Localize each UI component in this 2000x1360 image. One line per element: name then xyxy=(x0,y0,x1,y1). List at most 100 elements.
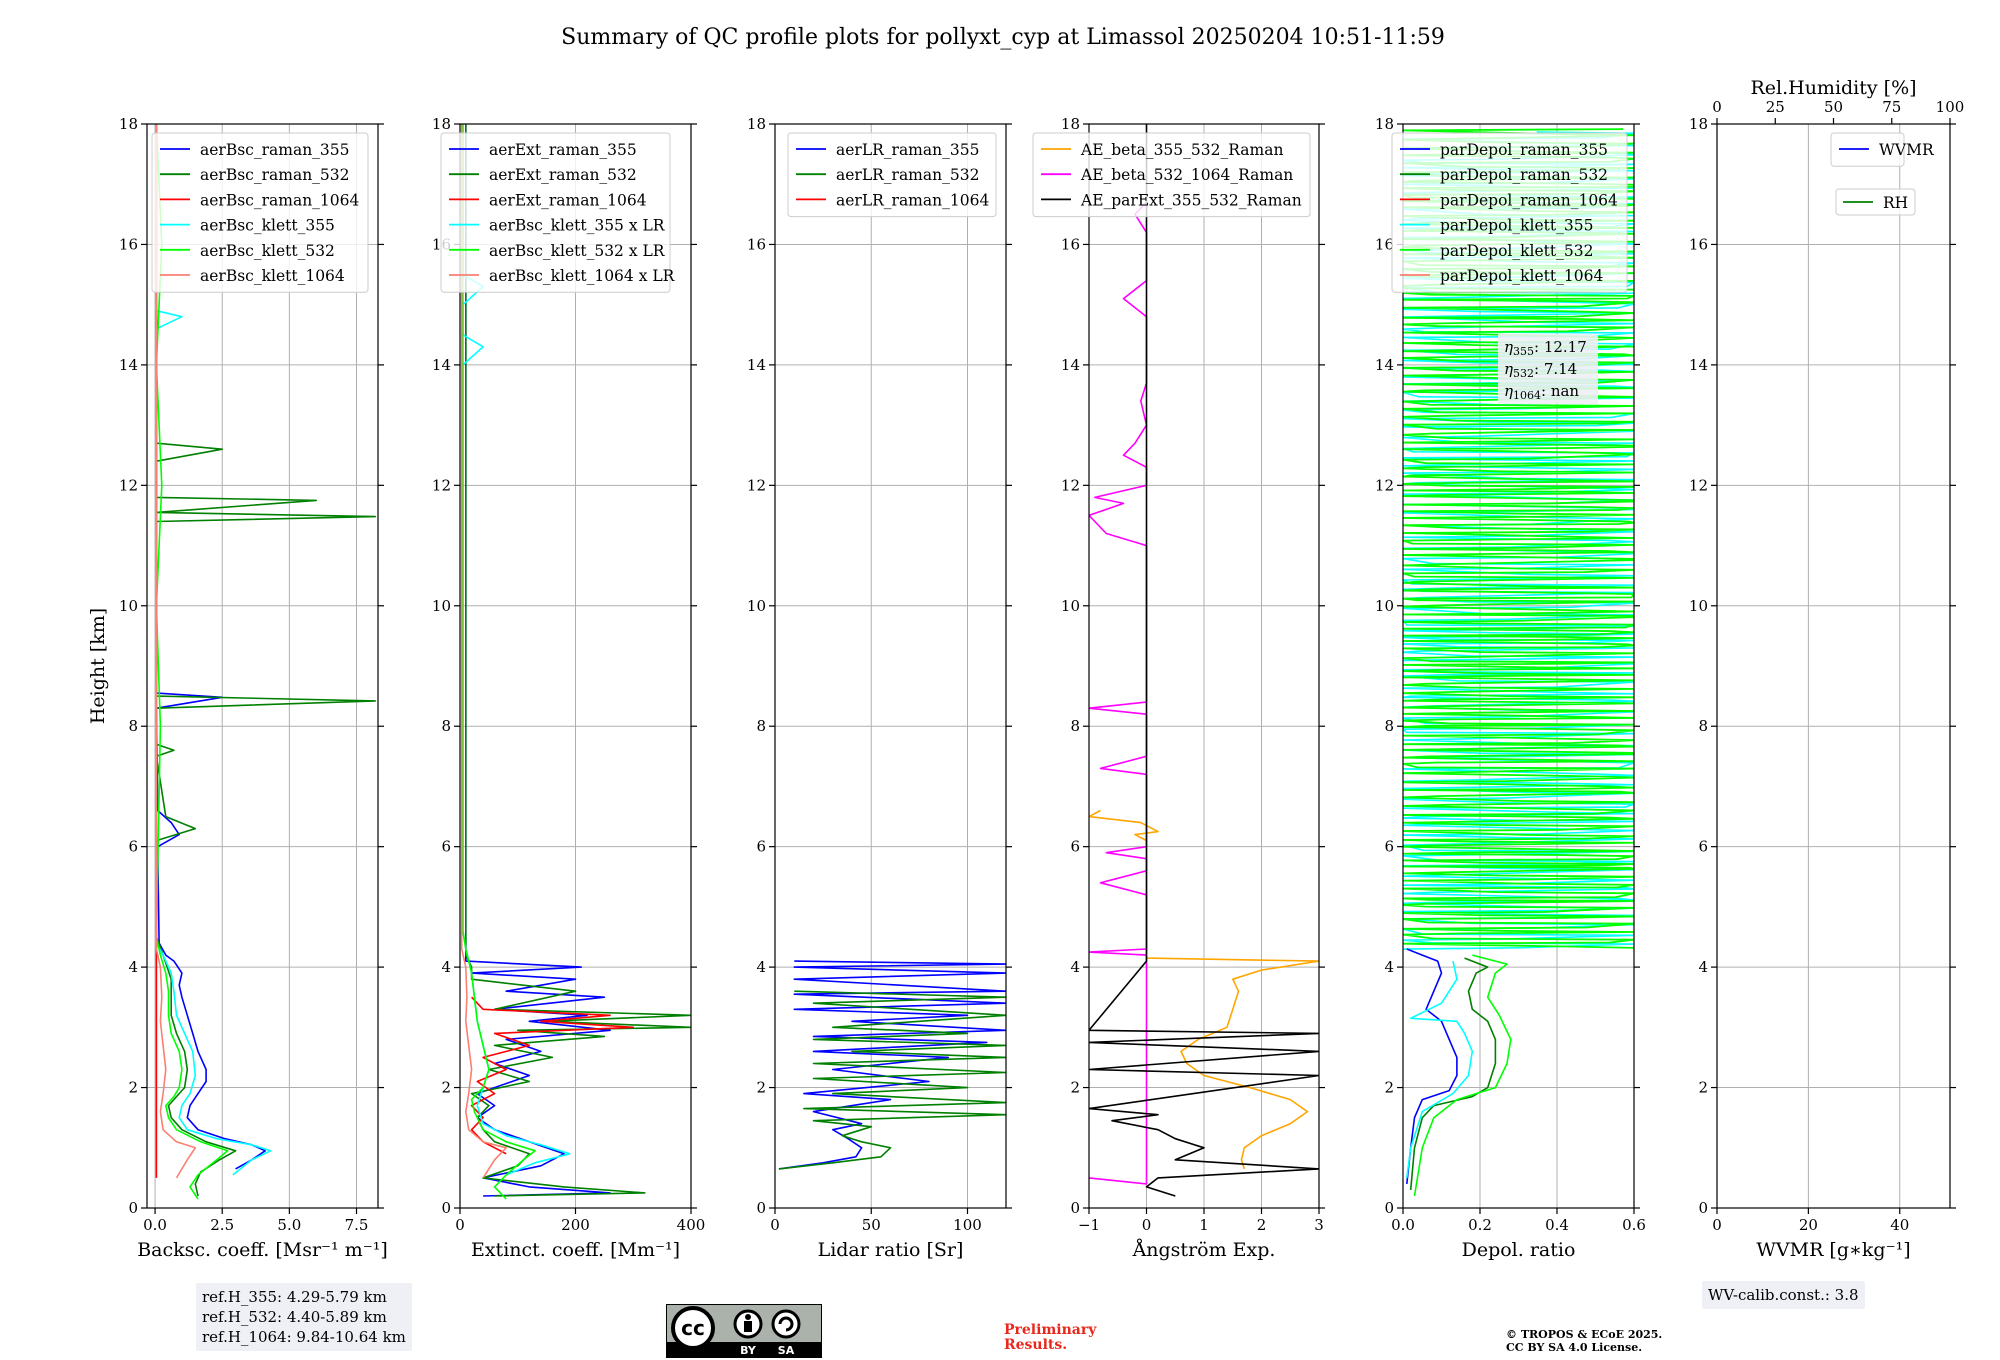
y-tick-label: 10 xyxy=(1689,597,1708,615)
eta-symbol: η xyxy=(1504,382,1513,400)
legend-entry: aerBsc_klett_532 x LR xyxy=(489,242,666,260)
legend-entry: aerLR_raman_532 xyxy=(836,166,979,184)
x-axis-label: Ångström Exp. xyxy=(1132,1239,1276,1261)
y-tick-label: 6 xyxy=(756,838,766,856)
axes-frame xyxy=(774,123,1007,1209)
legend-entry: parDepol_klett_532 xyxy=(1440,242,1593,260)
series-line-AE_parExt_355_532_Raman xyxy=(1089,124,1319,1197)
legend-entry: aerExt_raman_355 xyxy=(489,141,637,159)
legend-entry: aerLR_raman_355 xyxy=(836,141,979,159)
top-x-tick-label: 25 xyxy=(1766,98,1785,116)
panel-p1: 0 2 4 6 8 10 12 14 16 18 0.0 2.5 5.0 7.5 Backsc. coeff… xyxy=(87,115,388,1261)
series-line-parDepol_klett_355 xyxy=(1406,960,1474,1179)
x-axis-label: Backsc. coeff. [Msr⁻¹ m⁻¹] xyxy=(137,1239,388,1261)
x-tick-label: 0 xyxy=(1712,1216,1722,1234)
y-tick-label: 16 xyxy=(119,235,138,253)
y-tick-label: 12 xyxy=(1061,476,1080,494)
wv-calibration-box: WV-calib.const.: 3.8 xyxy=(1702,1281,1865,1309)
x-tick-label: 50 xyxy=(862,1216,881,1234)
eta-value: : nan xyxy=(1541,382,1579,400)
y-tick-label: 2 xyxy=(1070,1079,1080,1097)
x-tick-label: 40 xyxy=(1890,1216,1909,1234)
eta-symbol: η xyxy=(1504,360,1513,378)
eta-symbol: η xyxy=(1504,338,1513,356)
cc-by-label: BY xyxy=(740,1344,757,1357)
ref-height-532: ref.H_532: 4.40-5.89 km xyxy=(202,1308,387,1326)
legend-entry: aerLR_raman_1064 xyxy=(836,191,989,209)
cc-icon xyxy=(671,1306,715,1350)
y-tick-label: 4 xyxy=(1698,958,1708,976)
legend-entry: parDepol_raman_532 xyxy=(1440,166,1608,184)
x-tick-label: 200 xyxy=(561,1216,590,1234)
x-tick-label: 400 xyxy=(677,1216,706,1234)
y-tick-label: 8 xyxy=(1698,717,1708,735)
y-tick-label: 0 xyxy=(1384,1199,1394,1217)
y-tick-label: 8 xyxy=(128,717,138,735)
y-tick-label: 12 xyxy=(1689,476,1708,494)
y-tick-label: 14 xyxy=(1375,356,1394,374)
legend-entry: aerExt_raman_1064 xyxy=(489,191,647,209)
legend-entry: parDepol_raman_355 xyxy=(1440,141,1608,159)
x-tick-label: 0.6 xyxy=(1622,1216,1646,1234)
y-tick-label: 16 xyxy=(1375,235,1394,253)
y-tick-label: 0 xyxy=(128,1199,138,1217)
legend-box xyxy=(151,132,369,293)
legend-entry: aerBsc_klett_1064 xyxy=(200,267,345,285)
y-tick-label: 2 xyxy=(756,1079,766,1097)
legend-entry: aerBsc_raman_532 xyxy=(200,166,350,184)
x-tick-label: 100 xyxy=(953,1216,982,1234)
y-tick-label: 4 xyxy=(1070,958,1080,976)
y-tick-label: 16 xyxy=(747,235,766,253)
y-tick-label: 6 xyxy=(128,838,138,856)
series-line-aerExt_raman_355 xyxy=(465,124,611,1197)
figure-title: Summary of QC profile plots for pollyxt_… xyxy=(561,25,1445,50)
y-tick-label: 0 xyxy=(1698,1199,1708,1217)
x-tick-label: 5.0 xyxy=(277,1216,301,1234)
series-line-AE_beta_532_1064_Raman xyxy=(1089,201,1148,1185)
eta-annotation-box xyxy=(1498,334,1598,404)
legend-entry: AE_parExt_355_532_Raman xyxy=(1080,191,1302,209)
y-tick-label: 4 xyxy=(128,958,138,976)
eta-annotation-line: η355: 12.17 xyxy=(1504,338,1587,358)
series-line-aerLR_raman_532 xyxy=(778,990,1006,1170)
preliminary-line-1: Preliminary xyxy=(1004,1322,1097,1338)
series-line-aerBsc_klett_1064 xyxy=(155,124,197,1179)
y-tick-label: 10 xyxy=(119,597,138,615)
x-tick-label: 0.2 xyxy=(1468,1216,1492,1234)
top-x-tick-label: 75 xyxy=(1882,98,1901,116)
series-line-aerExt_raman_1064 xyxy=(470,996,635,1155)
x-tick-label: 0.4 xyxy=(1545,1216,1569,1234)
legend2-entry: RH xyxy=(1883,194,1908,212)
panel-p2: 0246810121416180200400Extinct. coeff. [M… xyxy=(432,115,705,1261)
y-tick-label: 12 xyxy=(1375,476,1394,494)
x-tick-label: 2.5 xyxy=(210,1216,234,1234)
series-group xyxy=(1089,124,1319,1197)
x-axis-label: Depol. ratio xyxy=(1462,1239,1576,1261)
y-tick-label: 18 xyxy=(747,115,766,133)
x-tick-label: 20 xyxy=(1799,1216,1818,1234)
eta-value: : 12.17 xyxy=(1534,338,1587,356)
x-tick-label: 0 xyxy=(455,1216,465,1234)
panel-p5: 0 2 4 6 8 10 12 14 16 18 0.0 0.2 0.4 0.6 Depol. ratio p… xyxy=(1375,115,1646,1261)
reference-height-box: ref.H_355: 4.29-5.79 km ref.H_532: 4.40-… xyxy=(196,1283,412,1351)
y-tick-label: 18 xyxy=(1375,115,1394,133)
x-tick-label: 1 xyxy=(1199,1216,1209,1234)
y-tick-label: 16 xyxy=(1061,235,1080,253)
x-axis-label: WVMR [g∗kg⁻¹] xyxy=(1756,1239,1910,1261)
cc-sa-label: SA xyxy=(778,1344,795,1357)
sa-share-alike-icon xyxy=(771,1309,801,1339)
axes-frame xyxy=(146,123,379,1209)
eta-annotation-line: η532: 7.14 xyxy=(1504,360,1577,380)
x-tick-label: 0.0 xyxy=(143,1216,167,1234)
legend-entry: parDepol_klett_355 xyxy=(1440,217,1593,235)
x-tick-label: 0.0 xyxy=(1391,1216,1415,1234)
y-tick-label: 12 xyxy=(432,476,451,494)
legend-entry: aerBsc_raman_355 xyxy=(200,141,350,159)
y-tick-label: 14 xyxy=(747,356,766,374)
y-tick-label: 0 xyxy=(756,1199,766,1217)
preliminary-results-note: Preliminary Results. xyxy=(1004,1323,1096,1353)
series-line-parDepol_klett_532 xyxy=(1413,954,1512,1197)
x-axis-label: Extinct. coeff. [Mm⁻¹] xyxy=(471,1239,680,1261)
eta-value: : 7.14 xyxy=(1534,360,1577,378)
legend-box xyxy=(1032,132,1311,218)
